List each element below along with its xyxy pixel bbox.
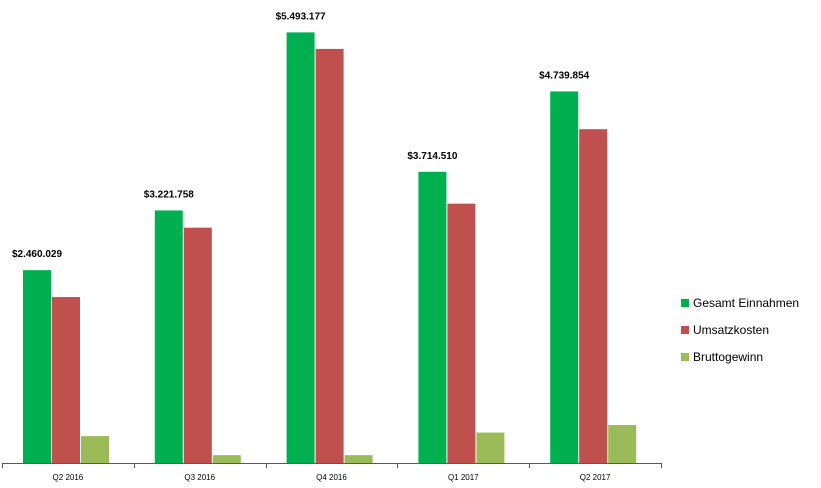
bars-group xyxy=(23,32,637,464)
bar-bruttogewinn-0 xyxy=(81,436,109,463)
x-tick-label-2: Q4 2016 xyxy=(316,473,347,482)
legend-swatch-bruttogewinn xyxy=(681,353,689,361)
legend-swatch-umsatzkosten xyxy=(681,326,689,334)
bar-bruttogewinn-4 xyxy=(608,425,637,463)
bar-einnahmen-2 xyxy=(286,32,315,464)
data-label-2: $5.493.177 xyxy=(276,11,326,22)
data-label-1: $3.221.758 xyxy=(144,189,194,200)
bar-bruttogewinn-1 xyxy=(212,455,241,463)
legend-swatch-einnahmen xyxy=(681,299,689,307)
legend-label-bruttogewinn: Bruttogewinn xyxy=(693,350,763,364)
x-axis-tick-labels: Q2 2016 Q3 2016 Q4 2016 Q1 2017 Q2 2017 xyxy=(53,473,611,482)
data-label-3: $3.714.510 xyxy=(407,151,457,162)
x-tick-label-3: Q1 2017 xyxy=(448,473,479,482)
x-tick-label-4: Q2 2017 xyxy=(580,473,611,482)
bar-umsatzkosten-2 xyxy=(315,48,344,464)
bar-umsatzkosten-4 xyxy=(579,129,608,463)
bar-einnahmen-0 xyxy=(23,270,51,463)
bar-einnahmen-4 xyxy=(550,91,579,463)
x-tick-label-1: Q3 2016 xyxy=(184,473,215,482)
legend: Gesamt Einnahmen Umsatzkosten Bruttogewinn xyxy=(681,296,799,364)
x-axis-ticks xyxy=(2,463,662,468)
data-label-4: $4.739.854 xyxy=(539,70,589,81)
bar-umsatzkosten-3 xyxy=(447,203,476,463)
legend-label-einnahmen: Gesamt Einnahmen xyxy=(693,296,799,310)
data-label-0: $2.460.029 xyxy=(12,249,62,260)
legend-label-umsatzkosten: Umsatzkosten xyxy=(693,323,769,337)
bar-einnahmen-1 xyxy=(154,210,183,463)
bar-einnahmen-3 xyxy=(418,171,447,463)
bar-umsatzkosten-0 xyxy=(52,297,80,463)
x-tick-label-0: Q2 2016 xyxy=(53,473,84,482)
bar-bruttogewinn-2 xyxy=(344,455,373,463)
data-labels-group: $2.460.029 $3.221.758 $5.493.177 $3.714.510… xyxy=(12,11,590,260)
bar-umsatzkosten-1 xyxy=(183,227,212,463)
bar-bruttogewinn-3 xyxy=(476,432,505,463)
